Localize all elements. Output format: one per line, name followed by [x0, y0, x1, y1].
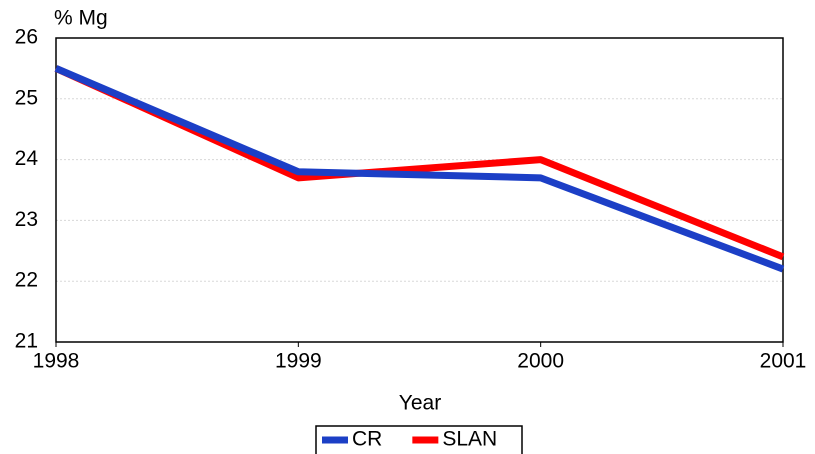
y-tick-label: 26 [15, 26, 38, 49]
x-tick-label: 1999 [275, 350, 322, 373]
x-axis-label: Year [399, 392, 441, 415]
y-axis-label: % Mg [54, 7, 108, 30]
y-tick-label: 23 [15, 208, 38, 231]
y-tick-label: 22 [15, 269, 38, 292]
x-tick-label: 2000 [517, 350, 564, 373]
legend-label: SLAN [442, 428, 497, 451]
legend-label: CR [352, 428, 382, 451]
x-tick-label: 2001 [760, 350, 807, 373]
plot-frame [55, 37, 784, 343]
y-tick-label: 25 [15, 86, 38, 109]
series-line [54, 65, 785, 273]
y-tick-label: 21 [15, 330, 38, 353]
y-tick-label: 24 [15, 147, 39, 170]
x-tick-label: 1998 [33, 350, 80, 373]
